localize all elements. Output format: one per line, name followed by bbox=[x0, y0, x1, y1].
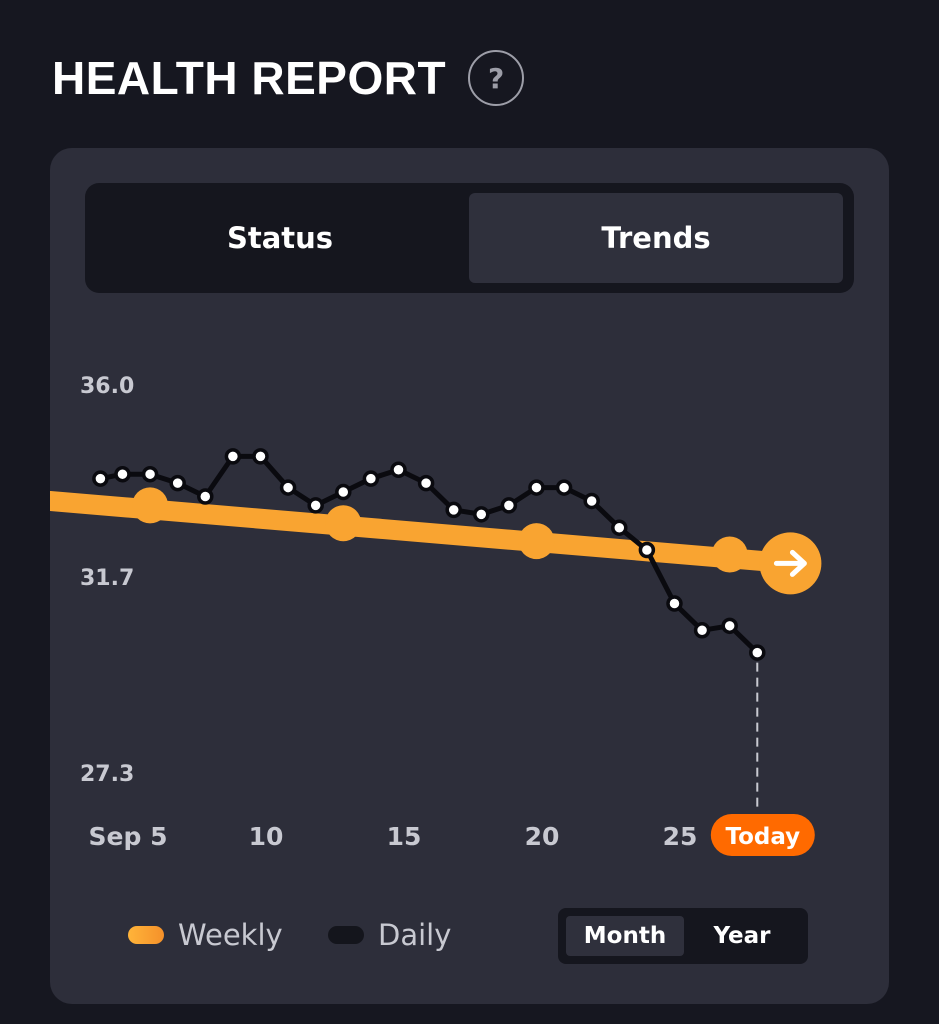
daily-point bbox=[445, 501, 462, 519]
x-tick-label: Sep 5 bbox=[89, 822, 168, 851]
view-segmented-control: Status Trends bbox=[85, 183, 854, 293]
page-title: HEALTH REPORT bbox=[52, 52, 447, 104]
trends-card: Status Trends 36.0 31.7 27.3 Sep 5 10 15 20 25 T… bbox=[50, 148, 889, 1004]
today-label: Today bbox=[725, 824, 800, 850]
daily-swatch bbox=[328, 926, 364, 944]
x-tick-label: 10 bbox=[249, 822, 284, 851]
y-tick-label: 31.7 bbox=[80, 566, 134, 591]
range-year-button[interactable]: Year bbox=[713, 923, 771, 949]
weekly-series-line bbox=[50, 490, 801, 574]
daily-point bbox=[417, 474, 435, 492]
daily-point bbox=[528, 479, 545, 496]
header: HEALTH REPORT ? bbox=[52, 46, 525, 110]
daily-point bbox=[141, 465, 159, 483]
range-month-button[interactable]: Month bbox=[566, 916, 684, 956]
weekly-point bbox=[518, 523, 555, 560]
today-badge bbox=[710, 814, 815, 856]
daily-point bbox=[500, 497, 518, 514]
daily-point bbox=[169, 474, 186, 492]
weekly-point bbox=[325, 505, 362, 542]
daily-point bbox=[114, 465, 131, 483]
arrow-right-icon bbox=[773, 549, 807, 577]
x-tick-label: 20 bbox=[525, 822, 560, 851]
daily-point bbox=[693, 622, 711, 639]
daily-point bbox=[390, 461, 407, 478]
daily-point bbox=[335, 483, 352, 501]
tab-trends[interactable]: Trends bbox=[469, 193, 843, 283]
daily-point bbox=[197, 488, 214, 505]
y-tick-label: 36.0 bbox=[80, 374, 134, 399]
legend-weekly: Weekly bbox=[128, 918, 283, 952]
daily-point bbox=[92, 470, 109, 487]
range-segmented-control: Month Year bbox=[558, 908, 808, 964]
tab-status[interactable]: Status bbox=[226, 221, 334, 255]
weekly-point bbox=[711, 536, 748, 573]
daily-point bbox=[307, 497, 324, 514]
trend-chart: 36.0 31.7 27.3 Sep 5 10 15 20 25 Today bbox=[50, 374, 822, 856]
daily-point bbox=[555, 479, 573, 496]
legend-daily: Daily bbox=[328, 918, 451, 952]
daily-point bbox=[611, 519, 628, 536]
weekly-swatch bbox=[128, 926, 164, 944]
daily-point bbox=[638, 541, 656, 559]
daily-point bbox=[279, 479, 297, 496]
daily-point bbox=[583, 492, 600, 510]
daily-point bbox=[721, 617, 738, 635]
daily-point bbox=[362, 470, 380, 487]
weekly-point bbox=[132, 487, 169, 524]
daily-point bbox=[252, 448, 269, 465]
x-tick-label: 15 bbox=[387, 822, 422, 851]
question-circle-icon[interactable]: ? bbox=[468, 50, 525, 106]
daily-point bbox=[749, 644, 766, 661]
y-tick-label: 27.3 bbox=[80, 762, 134, 787]
legend-weekly-label: Weekly bbox=[178, 918, 283, 952]
daily-point bbox=[224, 448, 242, 465]
x-tick-label: 25 bbox=[663, 822, 698, 851]
daily-point bbox=[666, 595, 683, 612]
daily-point bbox=[473, 506, 490, 523]
legend-daily-label: Daily bbox=[378, 918, 452, 952]
